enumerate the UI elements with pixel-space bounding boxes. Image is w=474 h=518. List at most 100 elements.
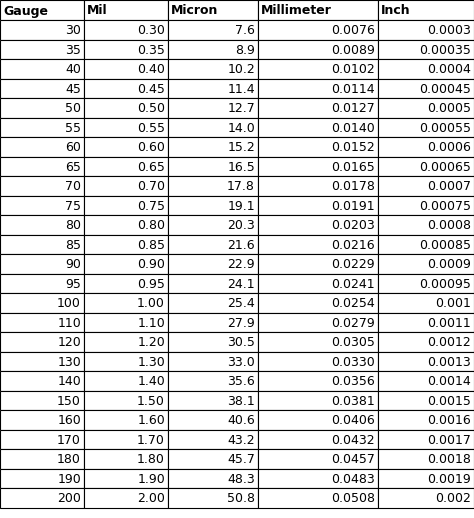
Bar — [258, 98, 378, 118]
Bar — [84, 254, 168, 274]
Text: 75: 75 — [65, 200, 81, 213]
Bar — [168, 118, 258, 137]
Text: 0.60: 0.60 — [137, 141, 165, 154]
Text: 55: 55 — [65, 122, 81, 135]
Bar — [84, 39, 168, 59]
Bar — [0, 235, 84, 254]
Bar — [0, 195, 474, 215]
Bar — [84, 176, 168, 195]
Text: 12.7: 12.7 — [227, 102, 255, 115]
Bar — [168, 0, 258, 20]
Text: 0.0152: 0.0152 — [331, 141, 375, 154]
Bar — [258, 391, 378, 410]
Text: 0.75: 0.75 — [137, 200, 165, 213]
Bar — [84, 410, 168, 429]
Bar — [378, 59, 474, 79]
Bar — [84, 118, 168, 137]
Text: 110: 110 — [57, 316, 81, 330]
Bar — [378, 332, 474, 352]
Text: 30: 30 — [65, 24, 81, 37]
Text: 0.45: 0.45 — [137, 83, 165, 96]
Bar — [0, 468, 84, 488]
Bar — [258, 176, 378, 195]
Text: 0.0089: 0.0089 — [331, 44, 375, 57]
Bar — [258, 79, 378, 98]
Bar — [0, 118, 474, 137]
Bar — [378, 371, 474, 391]
Bar — [258, 449, 378, 468]
Bar — [168, 215, 258, 235]
Bar — [0, 449, 84, 468]
Bar — [378, 20, 474, 39]
Bar — [0, 20, 474, 39]
Text: 0.0229: 0.0229 — [331, 258, 375, 271]
Text: 43.2: 43.2 — [228, 434, 255, 447]
Bar — [0, 98, 474, 118]
Text: 0.35: 0.35 — [137, 44, 165, 57]
Bar — [378, 118, 474, 137]
Text: 38.1: 38.1 — [227, 395, 255, 408]
Text: 45.7: 45.7 — [227, 453, 255, 466]
Bar — [84, 449, 168, 468]
Text: 0.70: 0.70 — [137, 180, 165, 193]
Text: 0.0406: 0.0406 — [331, 414, 375, 427]
Text: 24.1: 24.1 — [228, 278, 255, 291]
Text: Millimeter: Millimeter — [261, 5, 332, 18]
Text: 0.0254: 0.0254 — [331, 297, 375, 310]
Text: 33.0: 33.0 — [227, 356, 255, 369]
Text: 0.00035: 0.00035 — [419, 44, 471, 57]
Text: 0.0203: 0.0203 — [331, 219, 375, 232]
Bar — [0, 312, 84, 332]
Bar — [258, 274, 378, 293]
Text: Gauge: Gauge — [3, 5, 48, 18]
Bar — [0, 410, 474, 429]
Bar — [258, 59, 378, 79]
Bar — [0, 352, 84, 371]
Text: 15.2: 15.2 — [227, 141, 255, 154]
Bar — [0, 176, 474, 195]
Bar — [378, 352, 474, 371]
Text: 1.80: 1.80 — [137, 453, 165, 466]
Text: 0.00065: 0.00065 — [419, 161, 471, 174]
Text: 0.0216: 0.0216 — [331, 239, 375, 252]
Text: 0.0017: 0.0017 — [427, 434, 471, 447]
Text: 0.0012: 0.0012 — [427, 336, 471, 349]
Bar — [168, 371, 258, 391]
Bar — [0, 312, 474, 332]
Bar — [378, 156, 474, 176]
Bar — [258, 410, 378, 429]
Text: 11.4: 11.4 — [228, 83, 255, 96]
Bar — [168, 274, 258, 293]
Bar — [0, 20, 84, 39]
Text: 22.9: 22.9 — [228, 258, 255, 271]
Text: 0.0457: 0.0457 — [331, 453, 375, 466]
Bar — [258, 312, 378, 332]
Bar — [168, 293, 258, 312]
Text: 35: 35 — [65, 44, 81, 57]
Bar — [168, 352, 258, 371]
Bar — [84, 371, 168, 391]
Text: 0.0305: 0.0305 — [331, 336, 375, 349]
Text: 7.6: 7.6 — [235, 24, 255, 37]
Bar — [378, 254, 474, 274]
Text: 0.0005: 0.0005 — [427, 102, 471, 115]
Text: 16.5: 16.5 — [227, 161, 255, 174]
Bar — [0, 235, 474, 254]
Bar — [378, 488, 474, 508]
Bar — [378, 79, 474, 98]
Text: 17.8: 17.8 — [227, 180, 255, 193]
Text: 0.0011: 0.0011 — [427, 316, 471, 330]
Bar — [378, 410, 474, 429]
Bar — [168, 332, 258, 352]
Text: 50: 50 — [65, 102, 81, 115]
Text: 35.6: 35.6 — [227, 375, 255, 388]
Bar — [0, 274, 84, 293]
Text: 0.0178: 0.0178 — [331, 180, 375, 193]
Text: 0.0015: 0.0015 — [427, 395, 471, 408]
Bar — [378, 39, 474, 59]
Bar — [168, 391, 258, 410]
Text: 0.00085: 0.00085 — [419, 239, 471, 252]
Bar — [168, 312, 258, 332]
Text: 0.0007: 0.0007 — [427, 180, 471, 193]
Text: 40: 40 — [65, 63, 81, 76]
